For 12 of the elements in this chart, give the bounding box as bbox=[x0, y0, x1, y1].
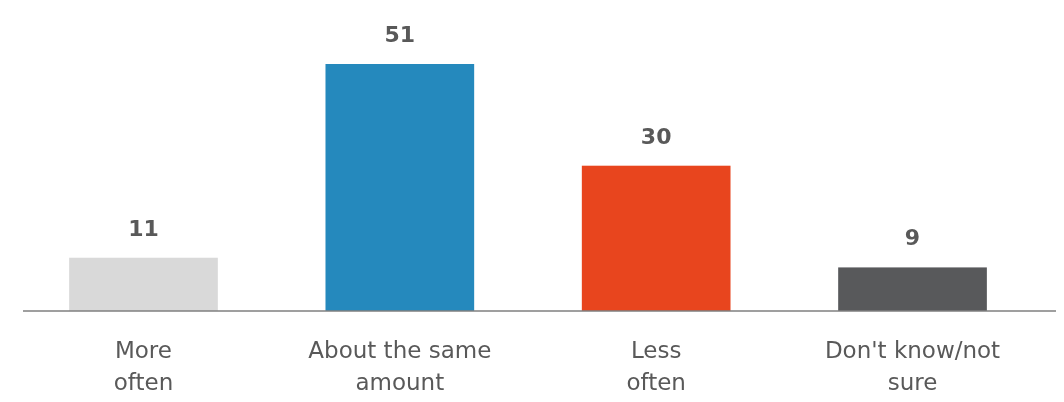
data-label: 11 bbox=[128, 215, 159, 241]
x-tick-label: About the same amount bbox=[308, 337, 492, 395]
bar bbox=[581, 165, 731, 311]
bar bbox=[69, 257, 218, 311]
x-tick-label: Don't know/not sure bbox=[824, 337, 1001, 395]
x-tick-label: Less often bbox=[626, 337, 686, 395]
data-label: 30 bbox=[640, 123, 672, 149]
data-label: 51 bbox=[384, 22, 416, 47]
bar bbox=[838, 267, 987, 311]
x-tick-label: More often bbox=[113, 337, 174, 395]
data-label: 9 bbox=[904, 225, 921, 251]
bar bbox=[325, 64, 475, 311]
